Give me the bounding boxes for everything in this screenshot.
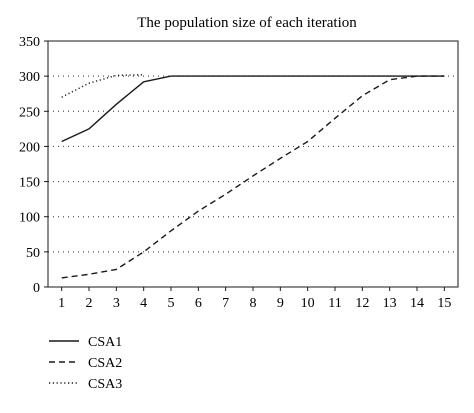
x-tick-label: 13 (383, 296, 397, 311)
y-tick-label: 50 (26, 246, 40, 261)
legend-label-csa3: CSA3 (88, 377, 122, 392)
legend-label-csa1: CSA1 (88, 335, 122, 350)
gridlines (48, 75, 458, 253)
x-tick-label: 12 (355, 296, 369, 311)
x-tick-label: 1 (58, 296, 65, 311)
x-tick-label: 4 (140, 296, 147, 311)
x-tick-label: 2 (86, 296, 93, 311)
x-tick-label: 8 (250, 296, 257, 311)
y-tick-label: 350 (19, 35, 40, 50)
x-axis-ticks: 1 2 3 4 5 6 7 8 9 10 11 12 13 14 15 (58, 287, 451, 311)
x-tick-label: 5 (168, 296, 175, 311)
legend-label-csa2: CSA2 (88, 356, 122, 371)
series-line-csa1 (61, 75, 445, 143)
y-tick-label: 150 (19, 176, 40, 191)
x-tick-label: 14 (410, 296, 424, 311)
y-tick-label: 200 (19, 140, 40, 155)
y-axis-ticks: 0 50 100 150 200 250 300 350 (19, 35, 48, 296)
chart-title: The population size of each iteration (137, 15, 357, 31)
x-tick-label: 3 (113, 296, 120, 311)
x-tick-label: 10 (301, 296, 315, 311)
series-lines (61, 74, 445, 279)
series-line-csa2 (61, 75, 445, 279)
x-tick-label: 15 (437, 296, 451, 311)
chart-legend: CSA1 CSA2 CSA3 (49, 335, 122, 392)
x-tick-label: 6 (195, 296, 202, 311)
plot-area-frame (47, 40, 459, 288)
series-line-csa3 (61, 74, 144, 98)
y-tick-label: 100 (19, 211, 40, 226)
y-tick-label: 250 (19, 105, 40, 120)
x-tick-label: 9 (277, 296, 284, 311)
x-tick-label: 11 (328, 296, 341, 311)
x-tick-label: 7 (222, 296, 229, 311)
y-tick-label: 0 (33, 281, 40, 296)
y-tick-label: 300 (19, 70, 40, 85)
